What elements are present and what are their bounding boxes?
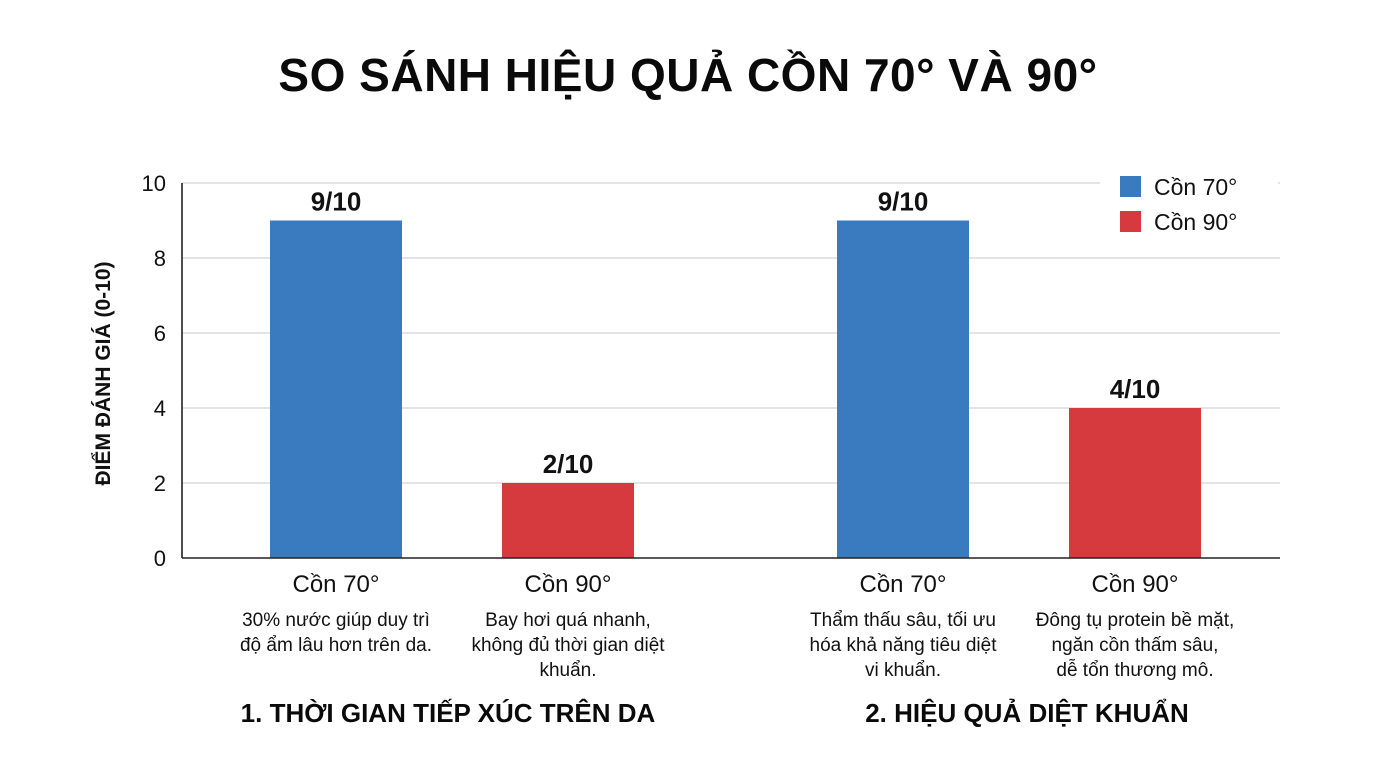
data-label: 9/10 [878, 187, 929, 217]
bar-layer [270, 220, 1201, 558]
x-category-label: Cồn 90° [525, 571, 612, 598]
y-tick-label: 10 [142, 171, 166, 196]
legend-swatch [1120, 211, 1141, 232]
bar-2-2 [1069, 408, 1201, 558]
y-tick-label: 6 [154, 321, 166, 346]
legend-swatch [1120, 176, 1141, 197]
x-category-label: Cồn 70° [293, 571, 380, 598]
bar-description-line: dễ tổn thương mô. [1056, 659, 1213, 681]
bar-2-1 [837, 220, 969, 558]
bar-description-line: độ ẩm lâu hơn trên da. [240, 635, 432, 656]
bar-1-1 [270, 220, 402, 558]
y-axis-label: ĐIỂM ĐÁNH GIÁ (0-10) [92, 261, 115, 485]
bar-description-line: 30% nước giúp duy trì [242, 610, 430, 631]
axis-layer [181, 183, 1280, 559]
bar-description-line: không đủ thời gian diệt [471, 635, 665, 656]
bar-description-line: Đông tụ protein bề mặt, [1036, 610, 1235, 631]
y-tick-label: 0 [154, 546, 166, 571]
data-label: 2/10 [543, 449, 594, 479]
x-category-label: Cồn 90° [1092, 571, 1179, 598]
label-layer: 0 2 4 6 8 10 ĐIỂM ĐÁNH GIÁ (0-10) 9/10 Cồn 70° 30… [92, 171, 1234, 728]
bar-description-line: Thẩm thấu sâu, tối ưu [810, 610, 996, 631]
data-label: 4/10 [1110, 374, 1161, 404]
bar-description-line: khuẩn. [539, 660, 596, 681]
data-label: 9/10 [311, 187, 362, 217]
bar-description-line: ngăn cồn thấm sâu, [1052, 635, 1219, 656]
group-label: 2. HIỆU QUẢ DIỆT KHUẨN [865, 698, 1189, 728]
bar-description-line: hóa khả năng tiêu diệt [810, 635, 998, 656]
y-tick-label: 8 [154, 246, 166, 271]
bar-description-line: vi khuẩn. [865, 660, 941, 681]
chart-title: SO SÁNH HIỆU QUẢ CỒN 70° VÀ 90° [278, 49, 1098, 101]
bar-1-2 [502, 483, 634, 558]
legend-label: Cồn 90° [1154, 209, 1237, 235]
y-tick-label: 2 [154, 471, 166, 496]
group-label: 1. THỜI GIAN TIẾP XÚC TRÊN DA [241, 698, 656, 728]
x-category-label: Cồn 70° [860, 571, 947, 598]
legend: Cồn 70° Cồn 90° [1100, 168, 1278, 250]
legend-label: Cồn 70° [1154, 174, 1237, 200]
bar-description-line: Bay hơi quá nhanh, [485, 610, 651, 631]
y-tick-label: 4 [154, 396, 166, 421]
